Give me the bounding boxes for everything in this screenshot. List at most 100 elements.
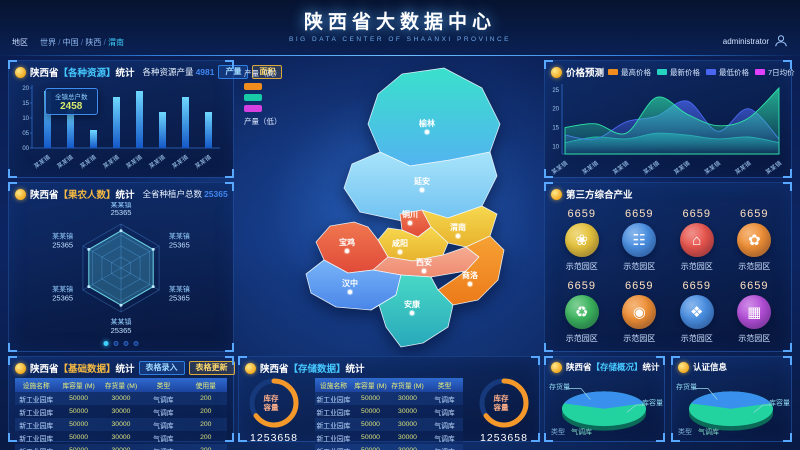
panel-subtitle: 全省种植户总数 25365 xyxy=(142,189,228,199)
breadcrumb-item[interactable]: 渭南 xyxy=(108,38,125,47)
table-update-button[interactable]: 表格更新 xyxy=(188,361,235,376)
page-dot[interactable] xyxy=(123,341,129,346)
svg-text:某某镇: 某某镇 xyxy=(101,154,120,171)
breadcrumb-item[interactable]: 世界 xyxy=(40,38,56,47)
pagination-dots xyxy=(103,341,139,346)
table-entry-button[interactable]: 表格录入 xyxy=(138,361,185,376)
gauge-value: 1253658 xyxy=(480,432,528,444)
svg-text:某某镇: 某某镇 xyxy=(78,154,97,171)
city-label: 西安 xyxy=(416,257,432,267)
industry-label: 示范园区 xyxy=(565,334,598,343)
coin-icon xyxy=(15,188,26,200)
industry-item[interactable]: 6659 ◉ 示范园区 xyxy=(611,280,669,344)
svg-text:05: 05 xyxy=(22,131,29,137)
svg-text:20: 20 xyxy=(552,107,559,113)
svg-text:25365: 25365 xyxy=(169,294,190,303)
industry-item[interactable]: 6659 ❖ 示范园区 xyxy=(668,280,726,344)
legend-swatch-high xyxy=(244,83,262,90)
panel-subtitle: 各种资源产量 4981 xyxy=(142,67,215,78)
farmer-stats-panel: 陕西省【果农人数】统计 全省种植户总数 25365 某某镇 25365 某某镇 2536… xyxy=(8,182,234,352)
svg-text:某某镇: 某某镇 xyxy=(55,154,74,171)
industry-label: 示范园区 xyxy=(623,334,656,343)
bar xyxy=(205,112,212,149)
svg-text:某某镇: 某某镇 xyxy=(169,285,190,294)
user-menu[interactable]: administrator xyxy=(723,34,788,48)
storage-table: 设施名称 库容量 (M) 存货量 (M) 类型 新工业园库 50000 30000 气调库 新工… xyxy=(315,378,463,450)
industry-item[interactable]: 6659 ⌂ 示范园区 xyxy=(668,208,726,272)
industry-label: 示范园区 xyxy=(565,262,598,271)
signal-icon: ☷ xyxy=(622,223,657,257)
map-region-shangluo[interactable] xyxy=(437,235,505,306)
map-region-weinan[interactable] xyxy=(421,205,498,248)
svg-text:某某镇: 某某镇 xyxy=(703,159,722,176)
panel-title: 第三方综合产业 xyxy=(566,190,633,201)
map-legend: 产量（高） 产量（低） xyxy=(244,68,282,127)
industry-item[interactable]: 6659 ✿ 示范园区 xyxy=(726,208,784,272)
legend-item[interactable]: 最新价格 xyxy=(657,67,700,78)
legend-low-label: 产量（低） xyxy=(244,117,282,126)
industry-value: 6659 xyxy=(740,208,769,220)
breadcrumb-label: 地区 xyxy=(12,38,28,47)
page-dot[interactable] xyxy=(103,341,109,346)
svg-text:25365: 25365 xyxy=(169,241,190,250)
page-dot[interactable] xyxy=(113,341,119,346)
legend-high-label: 产量（高） xyxy=(244,69,282,78)
panel-title: 认证信息 xyxy=(693,362,728,372)
map-region-yulin[interactable] xyxy=(367,67,501,167)
svg-text:25365: 25365 xyxy=(52,294,73,303)
username: administrator xyxy=(722,36,769,46)
svg-text:某某镇: 某某镇 xyxy=(672,159,691,176)
page-dot[interactable] xyxy=(133,341,139,346)
user-icon xyxy=(775,35,787,47)
right-gauge: 库存 容量 1253658 xyxy=(473,376,535,444)
factory-icon: ⌂ xyxy=(679,223,714,257)
trade-icon: ❖ xyxy=(679,295,714,329)
industry-item[interactable]: 6659 ☷ 示范园区 xyxy=(611,208,669,272)
industry-item[interactable]: 6659 ▦ 示范园区 xyxy=(726,280,784,344)
legend-item[interactable]: 最高价格 xyxy=(608,67,651,78)
legend-item[interactable]: 7日均价 xyxy=(755,67,795,78)
industry-item[interactable]: 6659 ❀ 示范园区 xyxy=(553,208,611,272)
area-tab-button[interactable]: 面积 xyxy=(252,65,283,80)
svg-text:某某镇: 某某镇 xyxy=(32,154,51,171)
industry-value: 6659 xyxy=(625,280,654,292)
svg-text:00: 00 xyxy=(22,146,29,152)
city-label: 安康 xyxy=(404,299,421,309)
city-label: 咸阳 xyxy=(392,238,408,248)
industry-item[interactable]: 6659 ♻ 示范园区 xyxy=(553,280,611,344)
coin-icon xyxy=(551,66,562,78)
svg-text:某某镇: 某某镇 xyxy=(52,285,73,294)
svg-text:某某镇: 某某镇 xyxy=(147,154,166,171)
svg-text:某某镇: 某某镇 xyxy=(124,154,143,171)
industry-value: 6659 xyxy=(625,208,654,220)
industry-value: 6659 xyxy=(567,280,596,292)
coin-icon xyxy=(15,362,26,374)
cart-icon: ♻ xyxy=(564,295,599,329)
city-label: 汉中 xyxy=(342,278,358,288)
certification-panel: 认证信息 存货量 库容量 类型 气调库 xyxy=(671,356,792,442)
panel-title: 价格预测 xyxy=(566,68,605,79)
breadcrumb-item[interactable]: 中国 xyxy=(62,38,79,47)
svg-text:10: 10 xyxy=(552,144,559,150)
header: 陕西省大数据中心 BIG DATA CENTER OF SHAANXI PROV… xyxy=(0,0,800,56)
panel-title: 陕西省【存储概况】统计 xyxy=(566,362,660,372)
city-label: 商洛 xyxy=(462,270,479,280)
svg-text:某某镇: 某某镇 xyxy=(169,232,190,241)
breadcrumb-item[interactable]: 陕西 xyxy=(85,38,102,47)
city-label: 铜川 xyxy=(402,209,418,219)
panel-title: 陕西省【果农人数】统计 xyxy=(30,190,135,201)
legend-item[interactable]: 最低价格 xyxy=(706,67,749,78)
bar xyxy=(90,130,97,149)
city-label: 渭南 xyxy=(450,222,466,232)
panel-title: 陕西省【存储数据】统计 xyxy=(260,364,365,375)
